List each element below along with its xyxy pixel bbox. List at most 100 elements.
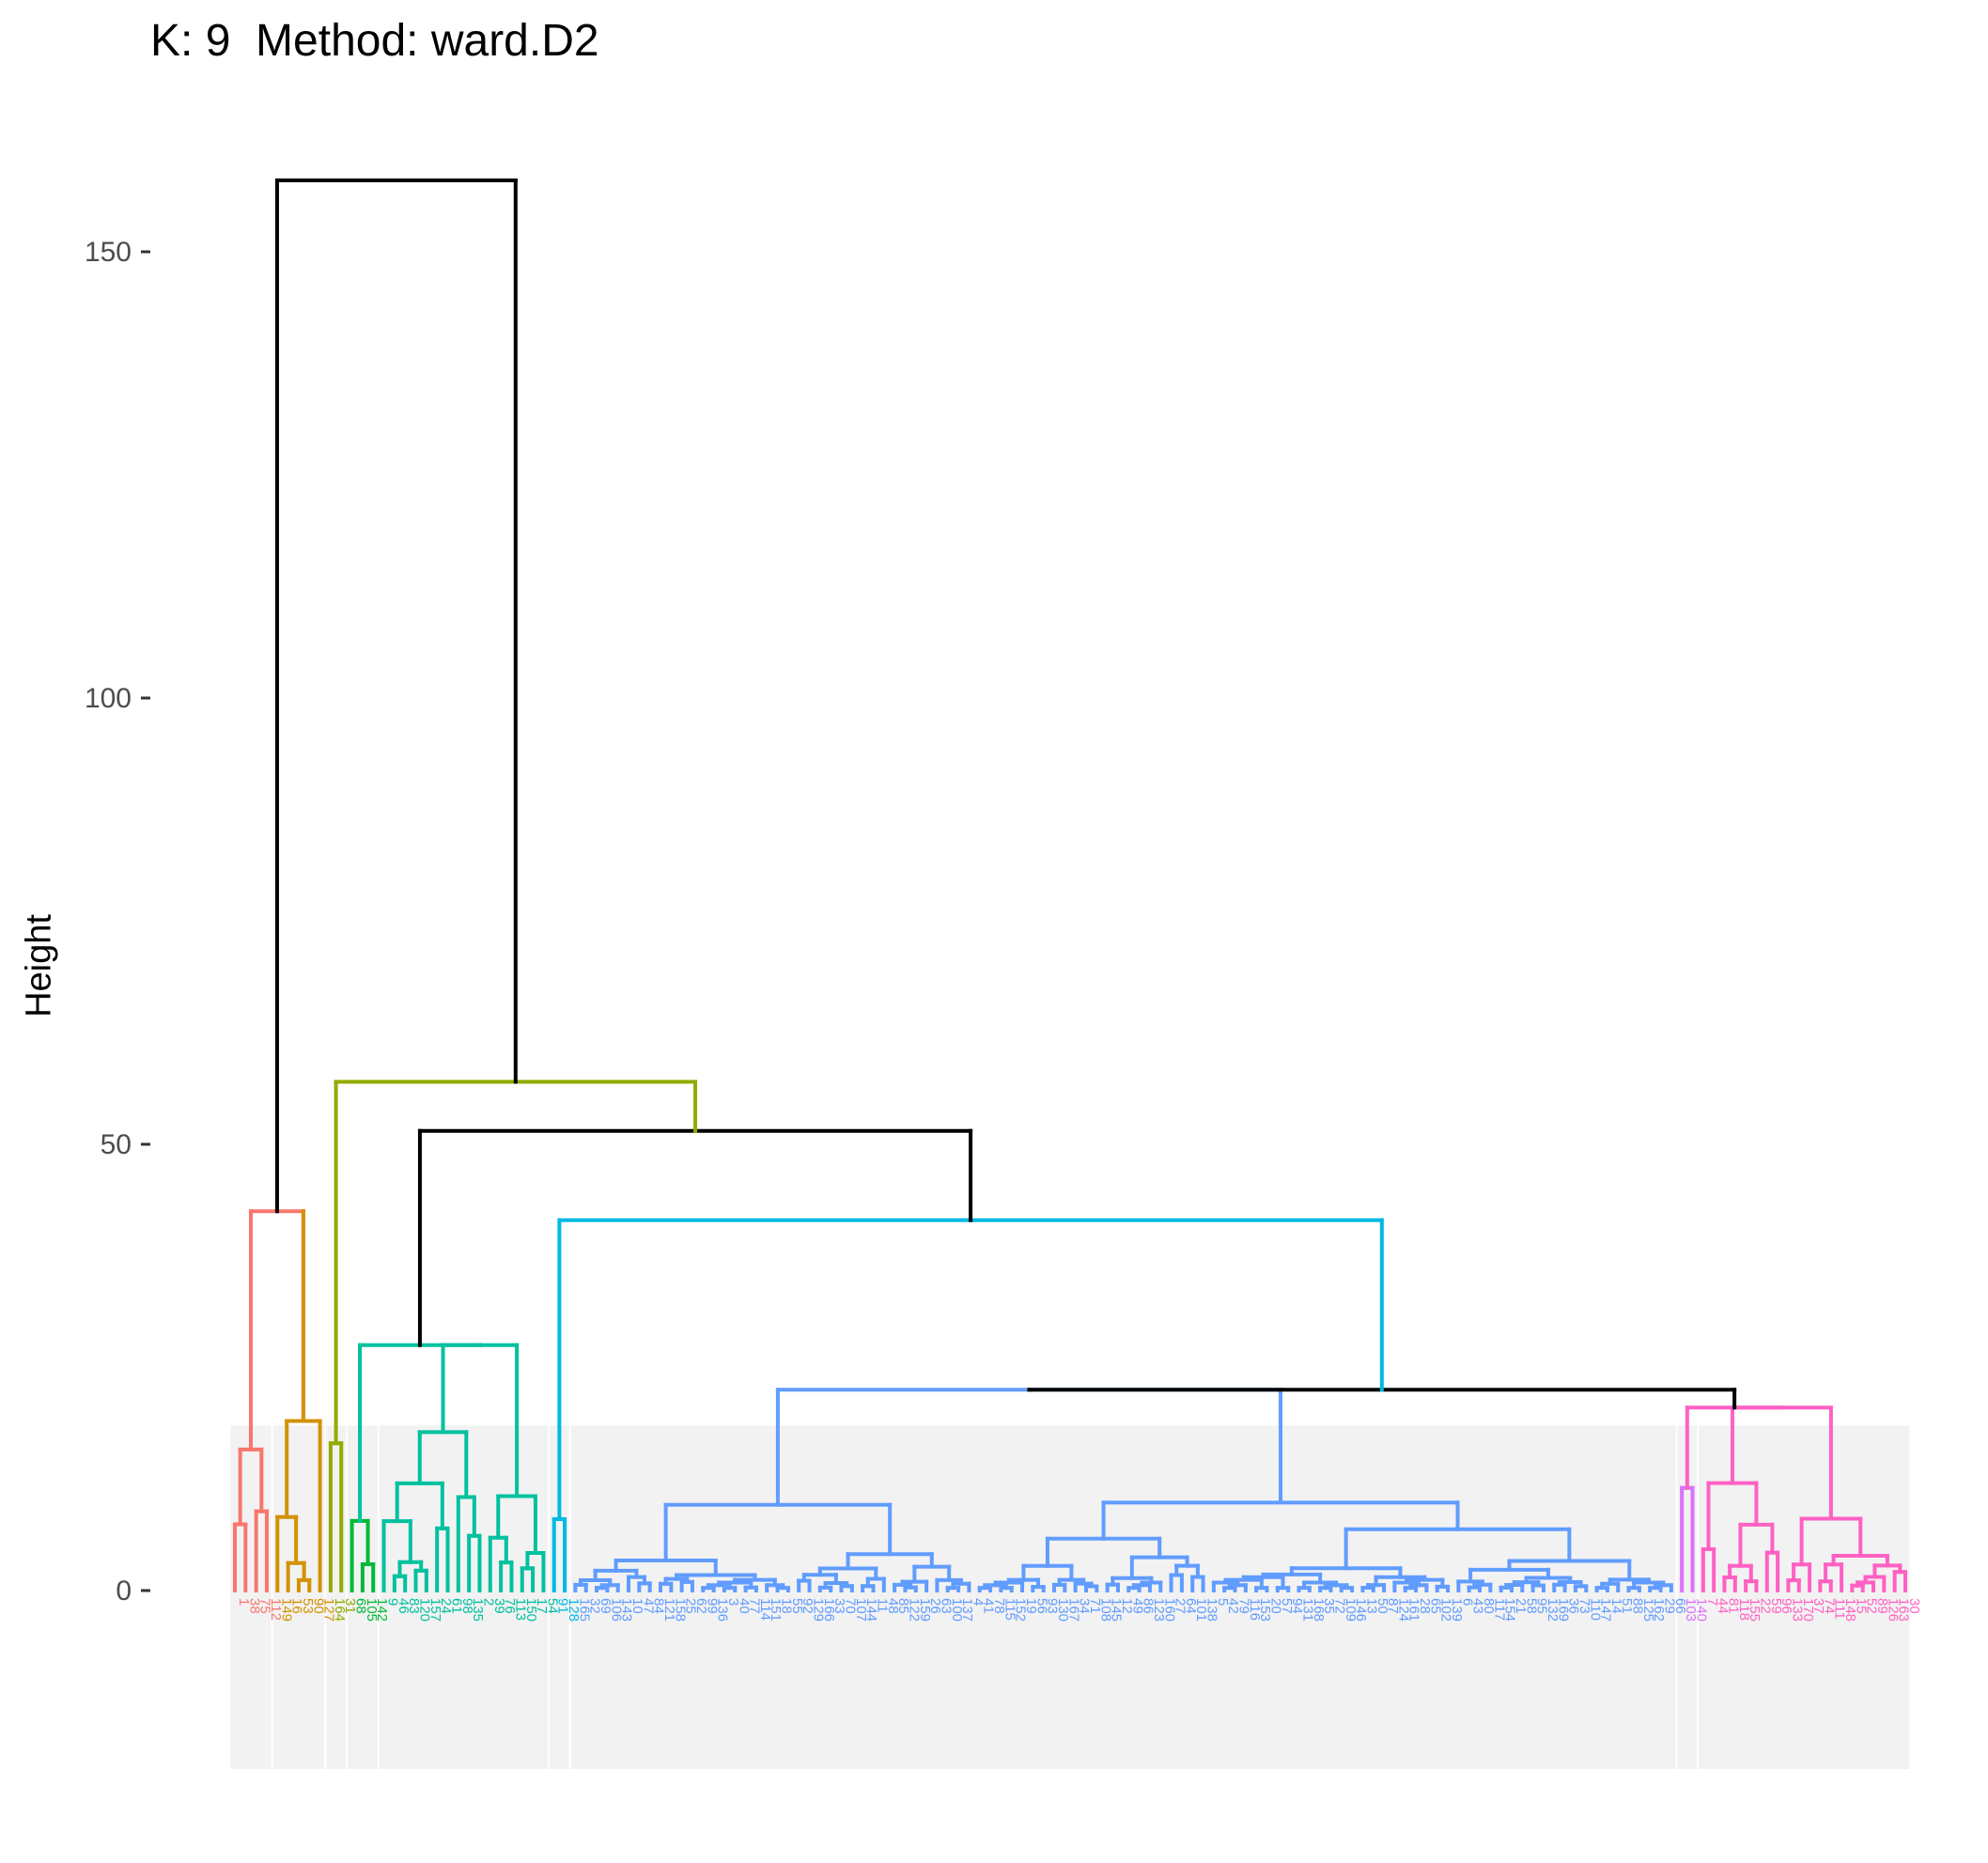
leaf-label: 127 [321, 1598, 337, 1622]
leaf-label: 123 [1151, 1598, 1167, 1622]
leaf-label: 69 [598, 1598, 613, 1614]
leaf-label: 32 [587, 1598, 603, 1614]
leaf-label: 71 [1087, 1598, 1103, 1614]
leaf-label: 126 [1885, 1598, 1901, 1622]
leaf-label: 16 [289, 1598, 305, 1614]
leaf-label: 3 [725, 1598, 741, 1606]
leaf-label: 81 [1725, 1598, 1741, 1614]
leaf-label: 49 [1129, 1598, 1145, 1614]
leaf-label: 73 [1576, 1598, 1592, 1614]
leaf-label: 158 [672, 1598, 688, 1622]
leaf-label: 63 [938, 1598, 954, 1614]
leaf-label: 165 [576, 1598, 592, 1622]
leaf-label: 85 [895, 1598, 911, 1614]
leaf-label: 152 [1013, 1598, 1029, 1622]
leaf-label: 105 [364, 1598, 380, 1622]
leaf-label: 37 [1810, 1598, 1826, 1614]
leaf-label: 93 [1045, 1598, 1061, 1614]
leaf-label: 121 [661, 1598, 677, 1622]
leaf-label: 56 [1033, 1598, 1049, 1614]
leaf-label: 35 [1321, 1598, 1337, 1614]
leaf-label: 18 [779, 1598, 795, 1614]
leaf-label: 133 [1789, 1598, 1805, 1622]
leaf-label: 42 [1225, 1598, 1241, 1614]
y-tick-label: 0 [116, 1576, 132, 1607]
leaf-label: 138 [1204, 1598, 1220, 1622]
leaf-label: 109 [1343, 1598, 1359, 1622]
y-tick-label: 150 [85, 237, 132, 268]
leaf-label: 107 [853, 1598, 869, 1622]
leaf-label: 139 [1449, 1598, 1465, 1622]
leaf-label: 58 [1523, 1598, 1539, 1614]
leaf-label: 101 [1193, 1598, 1209, 1622]
leaf-label: 120 [417, 1598, 433, 1622]
leaf-label: 108 [1097, 1598, 1113, 1622]
leaf-label: 77 [747, 1598, 763, 1614]
leaf-label: 17 [534, 1598, 550, 1614]
leaf-label: 41 [981, 1598, 997, 1614]
leaf-label: 80 [1481, 1598, 1497, 1614]
leaf-label: 102 [1438, 1598, 1454, 1622]
leaf-label: 48 [885, 1598, 901, 1614]
leaf-label: 99 [704, 1598, 720, 1614]
leaf-label: 170 [1800, 1598, 1816, 1622]
cluster-rect [230, 1425, 272, 1769]
cluster-rect [272, 1425, 325, 1769]
leaf-label: 167 [1065, 1598, 1081, 1622]
leaf-label: 72 [1331, 1598, 1347, 1614]
leaf-label: 96 [1778, 1598, 1794, 1614]
leaf-label: 140 [1694, 1598, 1710, 1622]
leaf-label: 132 [1545, 1598, 1561, 1622]
leaf-label: 47 [640, 1598, 656, 1614]
cluster-rect [550, 1425, 569, 1769]
leaf-label: 46 [396, 1598, 412, 1614]
leaf-label: 76 [502, 1598, 518, 1614]
leaf-label: 33 [831, 1598, 847, 1614]
leaf-label: 149 [278, 1598, 294, 1622]
leaf-label: 9 [385, 1598, 401, 1606]
leaf-label: 112 [268, 1598, 284, 1621]
leaf-label: 57 [1279, 1598, 1295, 1614]
leaf-label: 86 [1141, 1598, 1157, 1614]
leaf-label: 150 [523, 1598, 539, 1622]
leaf-label: 78 [991, 1598, 1007, 1614]
leaf-label: 66 [1672, 1598, 1688, 1614]
leaf-label: 118 [1736, 1598, 1752, 1621]
leaf-label: 92 [800, 1598, 815, 1614]
leaf-label: 31 [342, 1598, 358, 1614]
leaf-label: 155 [1747, 1598, 1763, 1622]
leaf-label: 21 [1513, 1598, 1529, 1614]
leaf-label: 128 [566, 1598, 582, 1622]
leaf-label: 26 [927, 1598, 943, 1614]
leaf-label: 106 [608, 1598, 624, 1622]
leaf-label: 146 [1353, 1598, 1369, 1622]
leaf-label: 19 [1023, 1598, 1039, 1614]
leaf-label: 11 [874, 1598, 890, 1613]
leaf-label: 122 [906, 1598, 922, 1622]
leaf-label: 36 [1566, 1598, 1582, 1614]
leaf-label: 20 [1268, 1598, 1284, 1614]
leaf-label: 143 [619, 1598, 635, 1622]
leaf-label: 2 [480, 1598, 496, 1606]
leaf-label: 162 [1651, 1598, 1667, 1622]
leaf-label: 129 [811, 1598, 827, 1622]
leaf-label: 64 [1183, 1598, 1199, 1614]
leaf-label: 103 [1683, 1598, 1699, 1622]
leaf-label: 10 [629, 1598, 645, 1614]
leaf-label: 65 [1427, 1598, 1443, 1614]
leaf-label: 115 [1002, 1598, 1017, 1621]
leaf-label: 39 [491, 1598, 507, 1614]
leaf-label: 30 [1906, 1598, 1922, 1614]
leaf-label: 110 [1587, 1598, 1603, 1621]
leaf-label: 84 [651, 1598, 667, 1614]
leaf-label: 29 [1662, 1598, 1678, 1614]
leaf-label: 153 [1257, 1598, 1273, 1622]
leaf-label: 70 [843, 1598, 859, 1614]
leaf-label: 117 [1491, 1598, 1507, 1621]
leaf-label: 54 [544, 1598, 560, 1614]
leaf-label: 113 [512, 1598, 528, 1621]
leaf-label: 89 [1874, 1598, 1890, 1614]
leaf-label: 7 [1704, 1598, 1720, 1606]
leaf-label: 28 [1417, 1598, 1433, 1614]
